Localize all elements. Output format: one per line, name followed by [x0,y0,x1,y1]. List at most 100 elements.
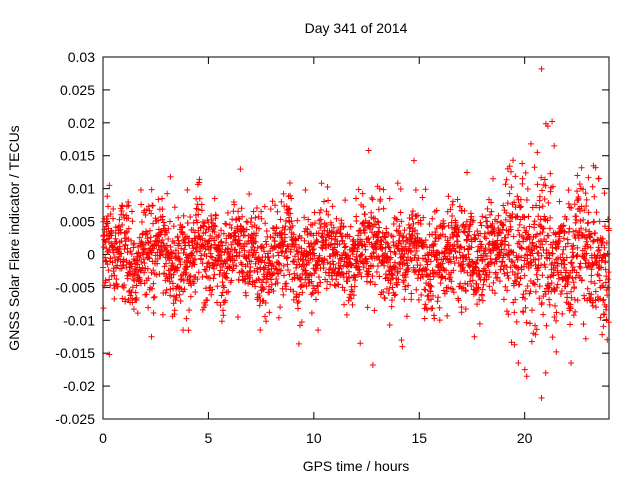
data-point [593,209,600,216]
data-point [385,230,392,237]
data-point [543,322,550,329]
data-point [475,267,482,274]
data-point [539,203,546,210]
data-point [234,225,241,232]
data-point [159,213,166,220]
data-point-outlier [422,186,429,193]
data-point [155,196,162,203]
data-point [183,315,190,322]
data-point [501,246,508,253]
data-point [241,276,248,283]
data-point [293,247,300,254]
data-point-outlier [551,142,558,149]
data-point [412,227,419,234]
data-point [118,202,125,209]
data-point [223,221,230,228]
data-point [250,249,257,256]
data-point [131,240,138,247]
data-point [514,256,521,263]
data-point [387,248,394,255]
data-point [214,283,221,290]
data-point [380,205,387,212]
data-point [369,273,376,280]
data-point [163,229,170,236]
data-point [408,290,415,297]
data-point [600,282,607,289]
data-point [231,201,238,208]
data-point [454,233,461,240]
data-point [222,297,229,304]
data-point [141,260,148,267]
data-point [219,242,226,249]
y-tick-label: -0.02 [63,378,95,394]
data-point [145,254,152,261]
data-point [166,278,173,285]
data-point [508,258,515,265]
data-point [417,220,424,227]
data-point [465,233,472,240]
data-point-outlier [106,351,113,358]
data-point [459,264,466,271]
data-point [493,274,500,281]
data-point [115,223,122,230]
data-point [463,218,470,225]
data-point [569,246,576,253]
data-point [455,229,462,236]
data-point [117,250,124,257]
data-point [260,244,267,251]
data-point [327,281,334,288]
data-point [435,233,442,240]
data-point [433,207,440,214]
data-point [566,274,573,281]
data-point [465,251,472,258]
data-point [133,295,140,302]
data-point [532,256,539,263]
data-point [128,208,135,215]
data-point [500,266,507,273]
data-point [405,221,412,228]
data-point [361,211,368,218]
data-point [487,211,494,218]
data-point [462,305,469,312]
data-point [378,238,385,245]
data-point [596,277,603,284]
data-point [104,220,111,227]
data-point [179,223,186,230]
data-point [472,235,479,242]
data-point [360,203,367,210]
data-point [592,288,599,295]
x-tick-label: 15 [411,430,427,446]
data-point [550,269,557,276]
data-point [159,311,166,318]
data-point [450,289,457,296]
data-point [379,245,386,252]
data-point [141,245,148,252]
data-point [107,255,114,262]
data-point [476,296,483,303]
data-point [323,237,330,244]
data-point [518,266,525,273]
data-point [560,222,567,229]
data-point [373,268,380,275]
data-point [436,317,443,324]
data-point [367,278,374,285]
data-point [524,255,531,262]
data-point [116,243,123,250]
data-point [264,275,271,282]
data-point [256,293,263,300]
data-point [144,235,151,242]
data-point [368,194,375,201]
data-point [317,279,324,286]
data-point [583,250,590,257]
data-point [169,280,176,287]
data-point [287,192,294,199]
data-point [328,221,335,228]
data-point [531,224,538,231]
data-point [502,234,509,241]
data-point [546,225,553,232]
data-point [372,215,379,222]
data-point [133,282,140,289]
data-point [422,301,429,308]
data-point [118,207,125,214]
data-point [263,279,270,286]
